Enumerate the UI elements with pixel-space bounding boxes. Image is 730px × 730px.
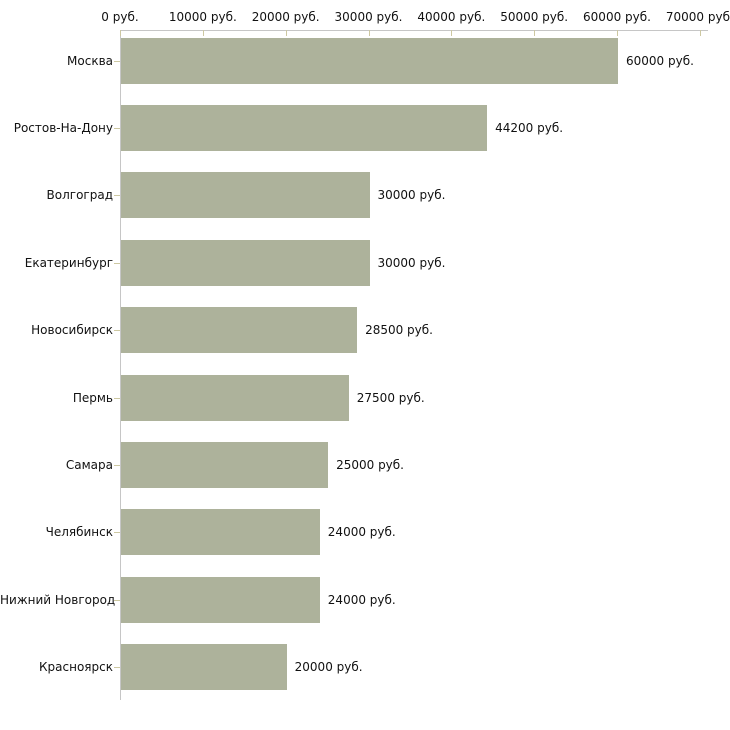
y-axis-tick-mark [114,599,120,601]
y-axis-tick-mark [114,532,120,534]
category-label: Красноярск [39,660,113,675]
bar-3 [121,239,370,286]
y-axis-tick-mark [114,330,120,332]
value-label: 27500 руб. [356,390,425,405]
x-axis-tick-mark [534,30,536,36]
category-label: Волгоград [46,188,113,203]
x-axis-tick-label: 40000 руб. [417,10,486,24]
value-label: 28500 руб. [365,323,433,338]
bar-8 [121,576,320,623]
y-axis-tick-mark [114,397,120,399]
x-axis-tick-label: 30000 руб. [334,10,403,24]
x-axis-tick-label: 50000 руб. [500,10,569,24]
x-axis-tick-label: 0 руб. [101,10,139,24]
value-label: 44200 руб. [495,120,564,135]
bar-5 [121,374,349,421]
x-axis-tick-mark [202,30,204,36]
bar-4 [121,307,358,354]
category-label: Новосибирск [31,323,113,338]
value-label: 30000 руб. [377,255,446,270]
x-axis-tick-mark [368,30,370,36]
category-label: Самара [65,457,113,472]
category-label: Ростов-На-Дону [13,120,113,135]
bar-9 [121,644,287,691]
y-axis-line [120,30,121,700]
x-axis-tick-label: 20000 руб. [251,10,320,24]
y-axis-tick-mark [114,60,120,62]
x-axis-tick-label: 10000 руб. [168,10,237,24]
x-axis-tick-mark [120,30,121,36]
category-label: Москва [67,53,113,68]
x-axis-tick-mark [617,30,618,36]
x-axis-line [120,30,708,31]
category-label: Челябинск [45,525,113,540]
bar-2 [121,172,370,219]
value-label: 24000 руб. [327,592,396,607]
value-label: 30000 руб. [377,188,446,203]
y-axis-tick-mark [114,195,120,197]
category-label: Пермь [72,390,113,405]
x-axis-tick-label: 60000 руб. [583,10,651,24]
y-axis-tick-mark [114,667,120,669]
y-axis-tick-mark [114,262,120,264]
value-label: 20000 руб. [294,660,363,675]
category-label: Нижний Новгород [0,592,116,607]
bar-1 [121,104,488,151]
category-label: Екатеринбург [24,255,113,270]
value-label: 24000 руб. [327,525,396,540]
x-axis-tick-mark [285,30,287,36]
value-label: 25000 руб. [336,457,404,472]
x-axis-tick-label: 70000 руб. [665,10,730,24]
value-label: 60000 руб. [626,53,694,68]
bar-0 [121,37,618,84]
x-axis-tick-mark [699,30,701,36]
y-axis-tick-mark [114,464,120,466]
y-axis-tick-mark [114,127,120,129]
bar-6 [121,441,329,488]
bar-7 [121,509,320,556]
x-axis-tick-mark [451,30,453,36]
